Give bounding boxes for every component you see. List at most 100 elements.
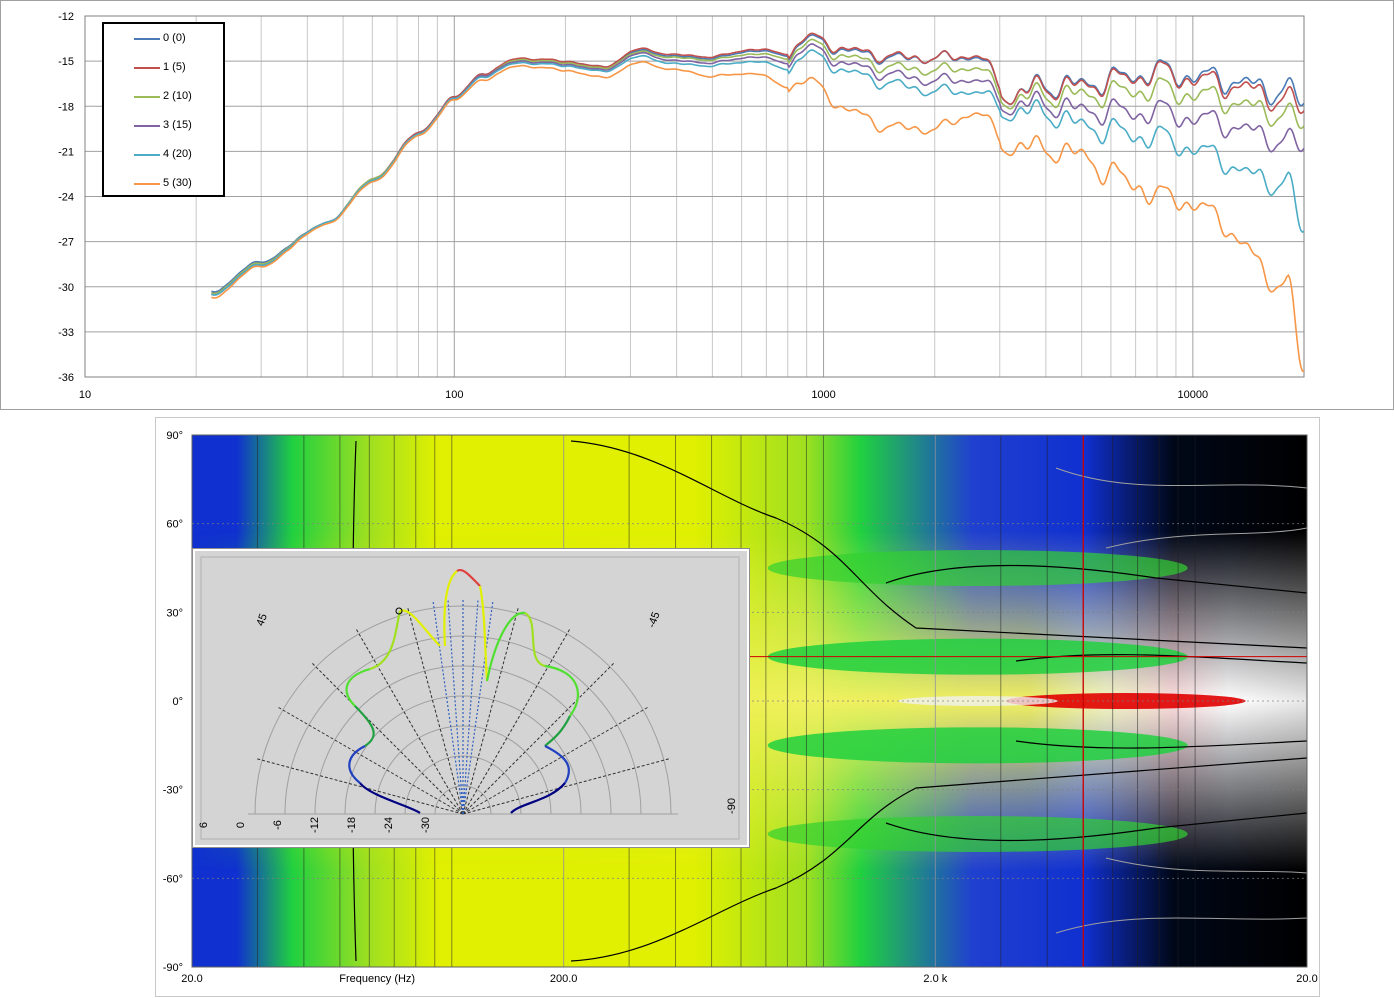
sonogram-lobe [767, 550, 1188, 586]
legend-item: 2 (10) [104, 89, 224, 105]
contour-line [1055, 467, 1308, 489]
y-tick-label: -30° [163, 785, 183, 797]
legend-item: 1 (5) [104, 60, 224, 76]
contour-line [570, 757, 1308, 962]
polar-radial-tick: -6 [272, 820, 284, 830]
polar-curve [359, 782, 421, 814]
x-tick-label: 2.0 k [923, 973, 947, 985]
frequency-response-chart: -12 -15 -18 -21 -24 -27 -30 -33 -36 10 100 1000 1000… [0, 0, 1394, 410]
y-tick-label: -21 [58, 146, 74, 158]
polar-spoke [255, 757, 464, 815]
legend-item: 0 (0) [104, 31, 224, 47]
polar-ring [254, 605, 672, 815]
polar-curve [345, 667, 371, 707]
y-tick-label: -12 [58, 11, 74, 23]
sonogram-peak [1005, 693, 1246, 709]
polar-angle-label: 45 [254, 612, 269, 628]
polar-curve [510, 782, 566, 814]
polar-curve [544, 715, 571, 747]
y-tick-label: 90° [166, 430, 183, 442]
polar-marker [395, 607, 403, 615]
polar-plot-inset: 45 -45 -90 6 0 -6 -12 -18 -24 -30 [193, 549, 749, 847]
y-tick-label: -33 [58, 327, 74, 339]
y-tick-label: -90° [163, 962, 183, 974]
legend-swatch [134, 154, 160, 156]
polar-curve [354, 705, 375, 747]
legend-swatch [134, 67, 160, 69]
legend-label: 0 (0) [163, 32, 186, 44]
legend-label: 3 (15) [163, 119, 192, 131]
contour-line [885, 812, 1308, 842]
plot-frame [191, 434, 1308, 968]
polar-radial-tick: -30 [420, 817, 432, 833]
polar-curve [369, 610, 402, 671]
y-tick-label: -24 [58, 192, 74, 204]
y-tick-label: -36 [58, 372, 74, 384]
polar-radial-tick: -24 [383, 817, 395, 833]
x-tick-label: 10 [79, 389, 91, 401]
polar-radial-tick: 6 [198, 822, 210, 828]
contour-line [1105, 857, 1308, 874]
legend-swatch [134, 38, 160, 40]
frequency-response-plot: -12 -15 -18 -21 -24 -27 -30 -33 -36 10 100 1000 1000… [58, 11, 1305, 401]
y-tick-label: 60° [166, 519, 183, 531]
polar-frame [200, 556, 740, 840]
series-line [211, 49, 1305, 296]
legend-item: 3 (15) [104, 118, 224, 134]
contour-line [570, 440, 1308, 649]
y-tick-label: 30° [166, 607, 183, 619]
polar-spoke [406, 606, 464, 815]
contour-line [885, 564, 1308, 594]
x-tick-label: 20.0 [181, 973, 202, 985]
y-tick-label: -60° [163, 873, 183, 885]
polar-spoke [462, 757, 671, 815]
polar-radial-tick: 0 [235, 822, 247, 828]
sonogram-lobe [767, 816, 1188, 852]
polar-spoke [310, 661, 464, 815]
x-tick-label: 1000 [811, 389, 835, 401]
polar-radial-tick: -18 [346, 817, 358, 833]
directivity-sonogram: 90° 60° 30° 0° -30° -60° -90° 20.0 200.0 2.0 k 20.… [155, 417, 1320, 997]
x-axis-label: Frequency (Hz) [339, 973, 415, 985]
polar-curve [399, 609, 441, 647]
legend-item: 4 (20) [104, 147, 224, 163]
polar-radial-tick: -12 [309, 817, 321, 833]
sonogram-lobe [767, 727, 1188, 764]
plot-area [84, 15, 1305, 378]
contour-line [1055, 917, 1308, 934]
legend: 0 (0) 1 (5) 2 (10) 3 (15) 4 (20) 5 (30) [102, 22, 225, 197]
y-tick-label: -18 [58, 101, 74, 113]
y-tick-label: -30 [58, 282, 74, 294]
polar-curve [524, 612, 546, 668]
polar-curve [485, 611, 526, 682]
polar-curve [348, 745, 366, 784]
y-tick-label: 0° [172, 696, 183, 708]
polar-spoke [462, 661, 616, 815]
legend-swatch [134, 125, 160, 127]
polar-spoke [462, 706, 650, 815]
legend-label: 1 (5) [163, 61, 186, 73]
legend-label: 2 (10) [163, 90, 192, 102]
series-line [211, 60, 1304, 372]
legend-item: 5 (30) [104, 176, 224, 192]
polar-curve [456, 568, 481, 587]
series-line [211, 32, 1305, 295]
legend-swatch [134, 183, 160, 185]
y-tick-label: -15 [58, 56, 74, 68]
polar-spoke [462, 606, 520, 815]
contour-line [1015, 740, 1308, 749]
polar-curve [443, 570, 458, 647]
x-tick-label: 100 [445, 389, 463, 401]
series-line [211, 33, 1305, 293]
polar-spoke [462, 627, 571, 815]
x-tick-label: 200.0 [550, 973, 578, 985]
contour-line [1105, 527, 1308, 549]
polar-curve [544, 745, 570, 784]
polar-spoke [355, 627, 464, 815]
series-line [211, 43, 1305, 296]
sonogram-plot: 90°60°30°0°-30°-60°-90°20.0 200.0 2.0 k 20.… [163, 430, 1318, 985]
y-tick-label: -27 [58, 237, 74, 249]
legend-swatch [134, 96, 160, 98]
x-tick-label: 10000 [1178, 389, 1209, 401]
polar-curve [478, 585, 489, 682]
